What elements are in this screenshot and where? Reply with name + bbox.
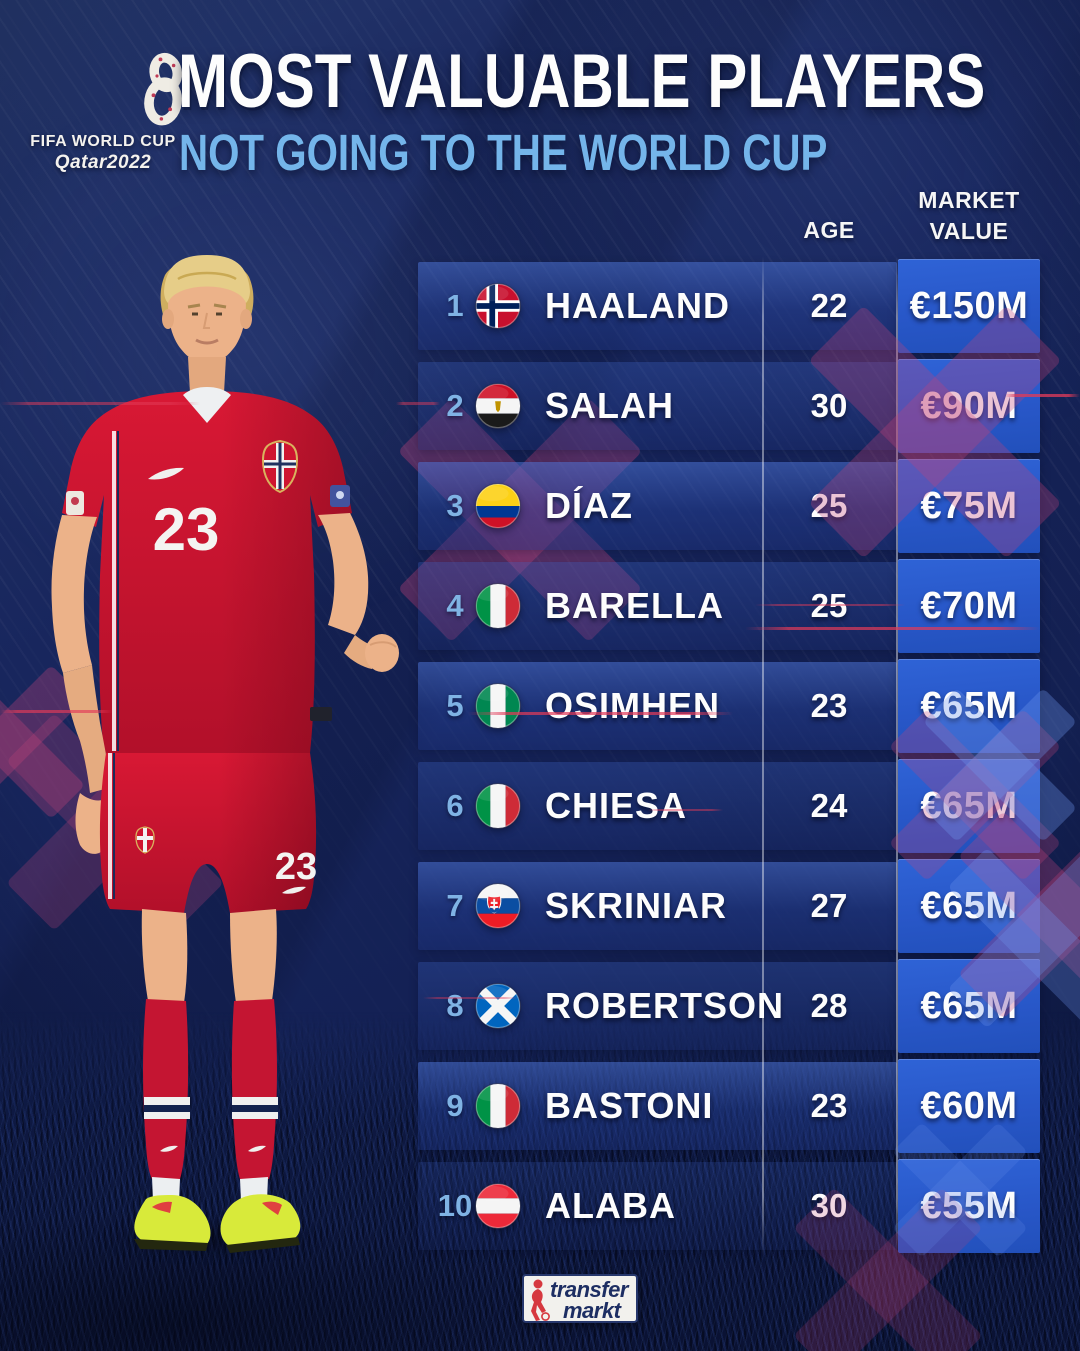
age-value: 28 bbox=[810, 987, 848, 1024]
rank-label: 3 bbox=[446, 488, 464, 523]
norway-crest-icon bbox=[261, 439, 299, 494]
age-value: 25 bbox=[810, 487, 848, 524]
market-value: €75M bbox=[920, 484, 1018, 527]
flag-icon-norway bbox=[475, 283, 521, 329]
market-value-box: €90M bbox=[898, 359, 1040, 453]
age-value: 30 bbox=[810, 387, 848, 424]
market-value: €65M bbox=[920, 784, 1018, 827]
rank-label: 10 bbox=[437, 1188, 473, 1223]
table-row: 5 OSIMHEN 23 €65M bbox=[418, 659, 1040, 753]
flag-icon-italy bbox=[475, 583, 521, 629]
age-value: 23 bbox=[810, 1087, 848, 1124]
flag-icon-egypt bbox=[475, 383, 521, 429]
market-value-box: €55M bbox=[898, 1159, 1040, 1253]
age-value: 23 bbox=[810, 687, 848, 724]
player-name: OSIMHEN bbox=[545, 685, 721, 726]
market-value: €65M bbox=[920, 984, 1018, 1027]
player-name: SKRINIAR bbox=[545, 885, 728, 926]
player-name: BARELLA bbox=[545, 585, 724, 626]
market-value-box: €65M bbox=[898, 959, 1040, 1053]
market-value: €65M bbox=[920, 684, 1018, 727]
age-value: 24 bbox=[810, 787, 848, 824]
player-name: DÍAZ bbox=[545, 485, 633, 526]
page-title: MOST VALUABLE PLAYERS bbox=[178, 39, 986, 124]
market-value-box: €65M bbox=[898, 859, 1040, 953]
player-name: CHIESA bbox=[545, 785, 688, 826]
flag-icon-slovakia bbox=[475, 883, 521, 929]
market-value-box: €75M bbox=[898, 459, 1040, 553]
market-value-box: €60M bbox=[898, 1059, 1040, 1153]
rank-label: 6 bbox=[446, 788, 464, 823]
norway-crest-icon bbox=[135, 826, 155, 854]
column-header-age: AGE bbox=[803, 216, 855, 243]
rank-label: 8 bbox=[446, 988, 464, 1023]
table-row: 2 SALAH 30 €90M bbox=[418, 359, 1040, 453]
rank-label: 1 bbox=[446, 288, 464, 323]
rank-label: 9 bbox=[446, 1088, 464, 1123]
player-name: BASTONI bbox=[545, 1085, 714, 1126]
transfermarkt-line2: markt bbox=[563, 1298, 621, 1323]
page-subtitle: NOT GOING TO THE WORLD CUP bbox=[179, 124, 828, 181]
shorts-number: 23 bbox=[275, 846, 317, 888]
flag-icon-scotland bbox=[475, 983, 521, 1029]
market-label: MARKET bbox=[918, 186, 1020, 213]
jersey-number: 23 bbox=[153, 496, 220, 563]
rank-label: 4 bbox=[446, 588, 464, 623]
market-value: €65M bbox=[920, 884, 1018, 927]
fifa-world-cup-label: FIFA WORLD CUP bbox=[30, 133, 176, 150]
flag-icon-austria bbox=[475, 1183, 521, 1229]
age-value: 22 bbox=[810, 287, 848, 324]
player-photo: 23 23 bbox=[51, 255, 399, 1253]
market-value: €60M bbox=[920, 1084, 1018, 1127]
footballer-icon bbox=[531, 1279, 550, 1321]
player-name: HAALAND bbox=[545, 285, 730, 326]
flag-icon-colombia bbox=[475, 483, 521, 529]
transfermarkt-logo: transfer markt bbox=[522, 1274, 638, 1323]
table-row: 9 BASTONI 23 €60M bbox=[418, 1059, 1040, 1153]
player-name: SALAH bbox=[545, 385, 674, 426]
qatar-2022-label: Qatar2022 bbox=[54, 152, 152, 173]
player-name: ALABA bbox=[545, 1185, 676, 1226]
market-value-box: €65M bbox=[898, 759, 1040, 853]
column-header-market-value: MARKET VALUE bbox=[896, 186, 1042, 246]
rank-label: 5 bbox=[446, 688, 464, 723]
flag-icon-italy bbox=[475, 783, 521, 829]
table-row: 10 ALABA 30 €55M bbox=[418, 1159, 1040, 1253]
age-value: 25 bbox=[810, 587, 848, 624]
ranking-table: 1 HAALAND 22 €150M 2 SALAH 30 €90M 3 DÍA… bbox=[418, 256, 1040, 1256]
market-value-box: €65M bbox=[898, 659, 1040, 753]
table-row: 4 BARELLA 25 €70M bbox=[418, 559, 1040, 653]
flag-icon-italy bbox=[475, 1083, 521, 1129]
age-value: 27 bbox=[810, 887, 848, 924]
value-label: VALUE bbox=[929, 218, 1009, 244]
table-row: 6 CHIESA 24 €65M bbox=[418, 759, 1040, 853]
player-name: ROBERTSON bbox=[545, 985, 785, 1026]
flag-icon-nigeria bbox=[475, 683, 521, 729]
table-row: 1 HAALAND 22 €150M bbox=[418, 259, 1040, 353]
market-value-box: €70M bbox=[898, 559, 1040, 653]
qatar-2022-emblem-icon bbox=[144, 52, 183, 126]
market-value: €70M bbox=[920, 584, 1018, 627]
rank-label: 7 bbox=[446, 888, 464, 923]
rank-label: 2 bbox=[446, 388, 464, 423]
table-row: 3 DÍAZ 25 €75M bbox=[418, 459, 1040, 553]
age-value: 30 bbox=[810, 1187, 848, 1224]
market-value: €55M bbox=[920, 1184, 1018, 1227]
table-row: 7 SKRINIAR 27 €65M bbox=[418, 859, 1040, 953]
table-row: 8 ROBERTSON 28 €65M bbox=[418, 959, 1040, 1053]
market-value-box: €150M bbox=[898, 259, 1040, 353]
market-value: €150M bbox=[909, 284, 1029, 327]
market-value: €90M bbox=[920, 384, 1018, 427]
